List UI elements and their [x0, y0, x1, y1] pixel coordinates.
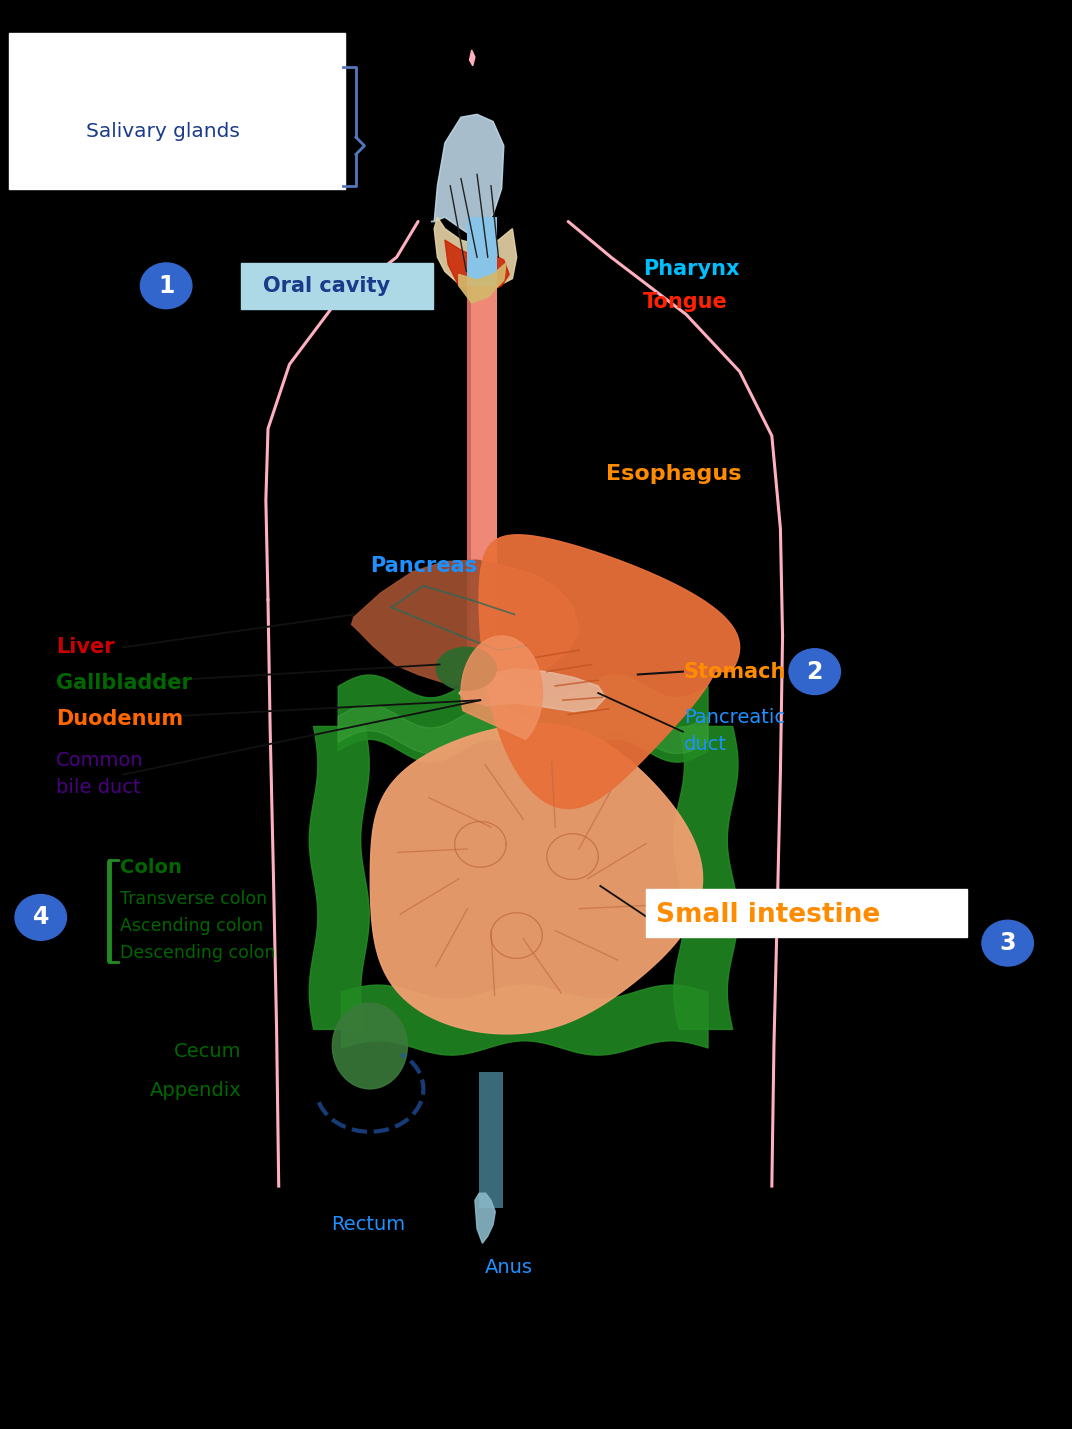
Polygon shape: [352, 560, 579, 686]
Text: Transverse colon: Transverse colon: [120, 890, 267, 907]
Ellipse shape: [982, 920, 1033, 966]
Polygon shape: [459, 669, 606, 712]
FancyBboxPatch shape: [646, 889, 967, 937]
Text: 1: 1: [158, 274, 175, 297]
Polygon shape: [431, 114, 504, 236]
Text: 4: 4: [32, 906, 49, 929]
Ellipse shape: [789, 649, 840, 694]
Text: Cecum: Cecum: [174, 1042, 241, 1062]
Polygon shape: [332, 1003, 407, 1089]
Text: Oral cavity: Oral cavity: [263, 276, 390, 296]
Text: Duodenum: Duodenum: [56, 709, 183, 729]
Text: Small intestine: Small intestine: [656, 902, 880, 927]
Bar: [467, 286, 497, 657]
Polygon shape: [470, 50, 475, 66]
Polygon shape: [370, 723, 702, 1035]
FancyBboxPatch shape: [9, 33, 345, 189]
Polygon shape: [459, 263, 506, 303]
Text: Gallbladder: Gallbladder: [56, 673, 192, 693]
Text: bile duct: bile duct: [56, 777, 140, 797]
Text: 3: 3: [999, 932, 1016, 955]
Text: Common: Common: [56, 750, 144, 770]
Polygon shape: [475, 1193, 495, 1243]
Polygon shape: [479, 534, 740, 809]
Text: Esophagus: Esophagus: [606, 464, 741, 484]
Text: Pharynx: Pharynx: [643, 259, 740, 279]
Polygon shape: [434, 217, 517, 292]
Text: Anus: Anus: [485, 1258, 533, 1278]
Bar: [479, 1072, 503, 1208]
Polygon shape: [461, 636, 542, 739]
FancyBboxPatch shape: [241, 263, 433, 309]
Text: duct: duct: [684, 735, 727, 755]
Ellipse shape: [15, 895, 66, 940]
Text: Liver: Liver: [56, 637, 115, 657]
Text: Pancreas: Pancreas: [370, 556, 477, 576]
Text: Appendix: Appendix: [149, 1080, 241, 1100]
Text: Ascending colon: Ascending colon: [120, 917, 264, 935]
Text: Tongue: Tongue: [643, 292, 728, 312]
Text: Pancreatic: Pancreatic: [684, 707, 785, 727]
Bar: [467, 217, 497, 286]
Text: Rectum: Rectum: [331, 1215, 405, 1235]
Bar: [467, 286, 471, 657]
Polygon shape: [436, 647, 496, 690]
Text: Salivary glands: Salivary glands: [86, 121, 240, 141]
Polygon shape: [445, 240, 509, 294]
Ellipse shape: [140, 263, 192, 309]
Text: Stomach: Stomach: [684, 662, 786, 682]
Text: Descending colon: Descending colon: [120, 945, 276, 962]
Text: Colon: Colon: [120, 857, 182, 877]
Text: 2: 2: [806, 660, 823, 683]
